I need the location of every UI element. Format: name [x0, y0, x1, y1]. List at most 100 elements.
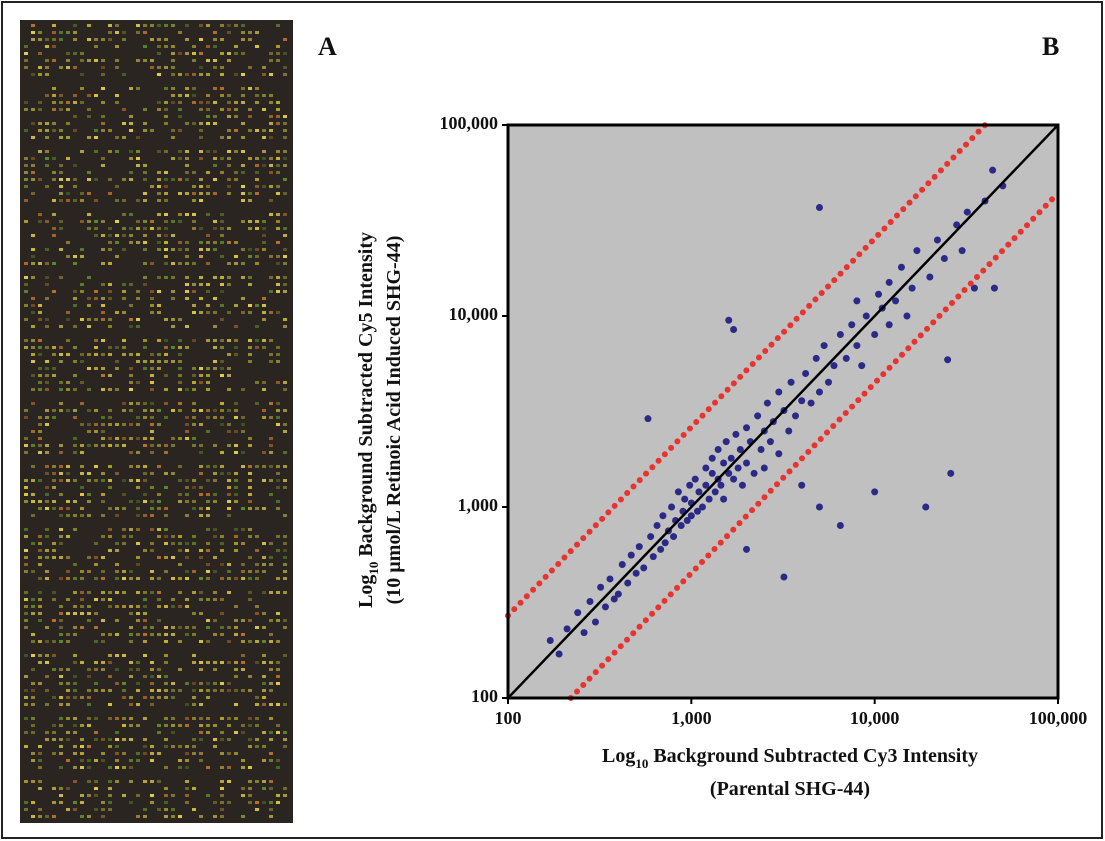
array-spot	[199, 297, 203, 300]
array-spot	[52, 738, 56, 741]
array-spot	[38, 815, 42, 818]
array-spot	[31, 136, 35, 139]
array-spot	[38, 759, 42, 762]
array-spot	[220, 38, 224, 41]
array-spot	[45, 731, 49, 734]
array-spot	[143, 283, 147, 286]
array-spot	[150, 703, 154, 706]
array-spot	[164, 199, 168, 202]
array-spot	[101, 115, 105, 118]
array-spot	[136, 318, 140, 321]
array-spot	[101, 479, 105, 482]
array-spot	[38, 787, 42, 790]
array-spot	[66, 465, 70, 468]
scatter-point	[875, 290, 883, 298]
array-spot	[213, 479, 217, 482]
array-spot	[45, 661, 49, 664]
array-spot	[283, 556, 287, 559]
array-spot	[45, 703, 49, 706]
array-spot	[24, 563, 28, 566]
array-spot	[227, 388, 231, 391]
array-spot	[87, 668, 91, 671]
array-spot	[143, 402, 147, 405]
array-spot	[115, 619, 119, 622]
array-spot	[129, 325, 133, 328]
array-spot	[94, 45, 98, 48]
array-spot	[129, 115, 133, 118]
array-spot	[31, 815, 35, 818]
array-spot	[38, 682, 42, 685]
array-spot	[38, 416, 42, 419]
array-spot	[31, 178, 35, 181]
array-spot	[213, 416, 217, 419]
array-spot	[241, 262, 245, 265]
array-spot	[143, 745, 147, 748]
array-spot	[73, 654, 77, 657]
array-spot	[101, 640, 105, 643]
array-spot	[171, 248, 175, 251]
array-spot	[234, 73, 238, 76]
array-spot	[185, 178, 189, 181]
array-spot	[269, 52, 273, 55]
array-spot	[59, 101, 63, 104]
array-spot	[192, 339, 196, 342]
array-spot	[248, 248, 252, 251]
array-spot	[45, 262, 49, 265]
array-spot	[38, 640, 42, 643]
y-tick-label: 100,000	[440, 113, 499, 133]
array-spot	[73, 304, 77, 307]
array-spot	[255, 255, 259, 258]
array-spot	[269, 185, 273, 188]
array-spot	[157, 605, 161, 608]
array-spot	[178, 409, 182, 412]
array-spot	[122, 136, 126, 139]
array-spot	[283, 514, 287, 517]
array-spot	[45, 157, 49, 160]
array-spot	[45, 549, 49, 552]
array-spot	[122, 542, 126, 545]
array-spot	[206, 416, 210, 419]
array-spot	[157, 360, 161, 363]
array-spot	[143, 696, 147, 699]
array-spot	[269, 801, 273, 804]
scatter-point	[702, 481, 710, 489]
array-spot	[199, 507, 203, 510]
array-spot	[150, 59, 154, 62]
array-spot	[178, 759, 182, 762]
array-spot	[192, 374, 196, 377]
array-spot	[276, 591, 280, 594]
array-spot	[164, 416, 168, 419]
array-spot	[24, 171, 28, 174]
array-spot	[87, 276, 91, 279]
scatter-point	[763, 399, 771, 407]
array-spot	[213, 444, 217, 447]
array-spot	[178, 465, 182, 468]
array-spot	[94, 38, 98, 41]
array-spot	[269, 444, 273, 447]
array-spot	[38, 766, 42, 769]
array-spot	[164, 87, 168, 90]
array-spot	[31, 255, 35, 258]
array-spot	[52, 815, 56, 818]
array-spot	[80, 612, 84, 615]
array-spot	[31, 402, 35, 405]
array-spot	[269, 808, 273, 811]
scatter-point	[720, 495, 728, 503]
array-spot	[276, 276, 280, 279]
array-spot	[283, 122, 287, 125]
array-spot	[136, 353, 140, 356]
array-spot	[227, 59, 231, 62]
array-spot	[73, 38, 77, 41]
array-spot	[262, 66, 266, 69]
array-spot	[31, 717, 35, 720]
array-spot	[129, 157, 133, 160]
array-spot	[227, 136, 231, 139]
array-spot	[171, 220, 175, 223]
array-spot	[276, 150, 280, 153]
array-spot	[241, 199, 245, 202]
array-spot	[52, 752, 56, 755]
array-spot	[59, 577, 63, 580]
array-spot	[192, 311, 196, 314]
array-spot	[171, 808, 175, 811]
array-spot	[52, 353, 56, 356]
